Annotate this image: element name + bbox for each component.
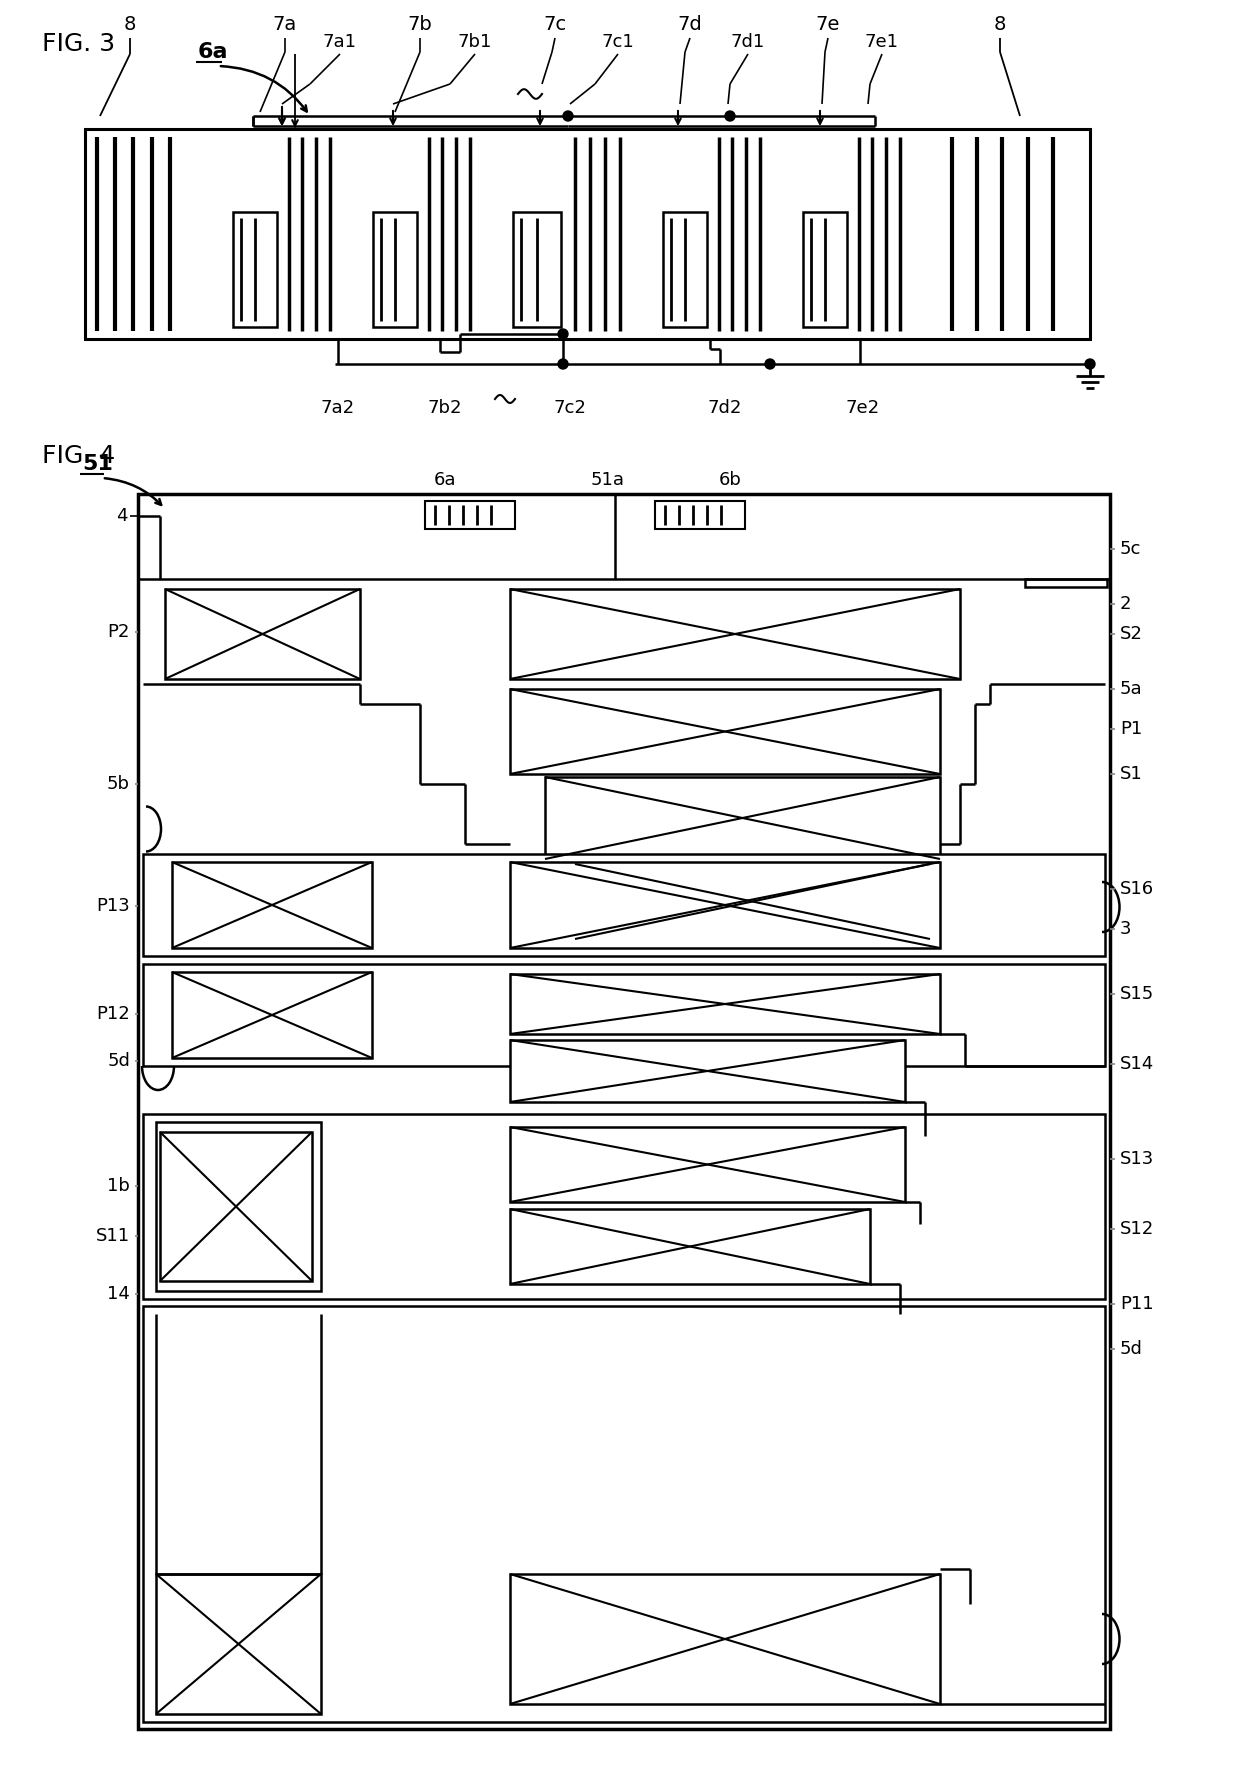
Text: S12: S12 — [1120, 1220, 1154, 1238]
Text: FIG. 4: FIG. 4 — [42, 444, 115, 467]
Text: S14: S14 — [1120, 1054, 1154, 1072]
Bar — [143, 855, 1105, 956]
Text: FIG. 3: FIG. 3 — [42, 32, 115, 55]
Text: P1: P1 — [1120, 721, 1142, 739]
Text: 2: 2 — [1120, 596, 1131, 614]
Text: P2: P2 — [108, 623, 130, 640]
Text: 51: 51 — [82, 453, 113, 475]
Text: 7d1: 7d1 — [730, 32, 765, 52]
Circle shape — [563, 111, 573, 121]
Bar — [160, 1133, 312, 1281]
Text: 14: 14 — [107, 1284, 130, 1302]
Text: 7e1: 7e1 — [866, 32, 899, 52]
Bar — [510, 1210, 870, 1284]
Text: 7b: 7b — [408, 14, 433, 34]
Bar — [156, 1122, 321, 1292]
Text: P13: P13 — [97, 897, 130, 915]
Bar — [510, 1573, 940, 1704]
Text: 6b: 6b — [718, 471, 742, 489]
Text: 6a: 6a — [198, 43, 228, 62]
Bar — [156, 1573, 321, 1714]
Text: 7a2: 7a2 — [321, 400, 355, 417]
Text: 4: 4 — [117, 507, 128, 524]
Text: S1: S1 — [1120, 765, 1143, 783]
Bar — [373, 212, 417, 326]
Circle shape — [558, 359, 568, 369]
Text: 5b: 5b — [107, 774, 130, 794]
Text: 5d: 5d — [107, 1053, 130, 1070]
Bar — [510, 862, 940, 947]
Text: 7a1: 7a1 — [322, 32, 357, 52]
Circle shape — [1085, 359, 1095, 369]
Text: 7a: 7a — [273, 14, 298, 34]
Bar — [172, 972, 372, 1058]
Text: 8: 8 — [124, 14, 136, 34]
Text: 7d: 7d — [677, 14, 702, 34]
Bar — [1025, 580, 1107, 587]
Bar — [143, 963, 1105, 1067]
Bar — [510, 589, 960, 680]
Bar — [425, 501, 515, 530]
Text: 7c1: 7c1 — [601, 32, 635, 52]
Text: S13: S13 — [1120, 1151, 1154, 1169]
Text: S16: S16 — [1120, 880, 1154, 897]
Text: 5c: 5c — [1120, 541, 1141, 558]
Text: 8: 8 — [993, 14, 1006, 34]
Text: 5d: 5d — [1120, 1340, 1143, 1358]
Bar — [546, 778, 940, 860]
Bar — [575, 863, 930, 938]
Text: 7c2: 7c2 — [553, 400, 587, 417]
Text: 7e: 7e — [816, 14, 841, 34]
Bar — [510, 974, 940, 1035]
Bar — [804, 212, 847, 326]
Circle shape — [725, 111, 735, 121]
Text: S15: S15 — [1120, 985, 1154, 1003]
Bar — [86, 128, 1090, 339]
Text: 7c: 7c — [543, 14, 567, 34]
Circle shape — [558, 328, 568, 339]
Bar — [233, 212, 277, 326]
Text: S11: S11 — [95, 1227, 130, 1245]
Bar — [165, 589, 360, 680]
Circle shape — [765, 359, 775, 369]
Text: 7b2: 7b2 — [428, 400, 463, 417]
Bar — [510, 689, 940, 774]
Text: 7b1: 7b1 — [458, 32, 492, 52]
Text: 3: 3 — [1120, 921, 1131, 938]
Bar — [138, 494, 1110, 1729]
Text: 7d2: 7d2 — [708, 400, 743, 417]
Text: 1b: 1b — [107, 1177, 130, 1195]
Text: 7e2: 7e2 — [846, 400, 880, 417]
Text: S2: S2 — [1120, 624, 1143, 642]
Text: 6a: 6a — [434, 471, 456, 489]
Text: P12: P12 — [97, 1004, 130, 1022]
Bar — [143, 1113, 1105, 1299]
Bar — [655, 501, 745, 530]
Text: P11: P11 — [1120, 1295, 1153, 1313]
Text: 5a: 5a — [1120, 680, 1142, 698]
Bar — [510, 1040, 905, 1103]
Bar — [143, 1306, 1105, 1722]
Bar — [510, 1127, 905, 1202]
Bar — [513, 212, 560, 326]
Text: 51a: 51a — [591, 471, 625, 489]
Bar — [663, 212, 707, 326]
Bar — [172, 862, 372, 947]
